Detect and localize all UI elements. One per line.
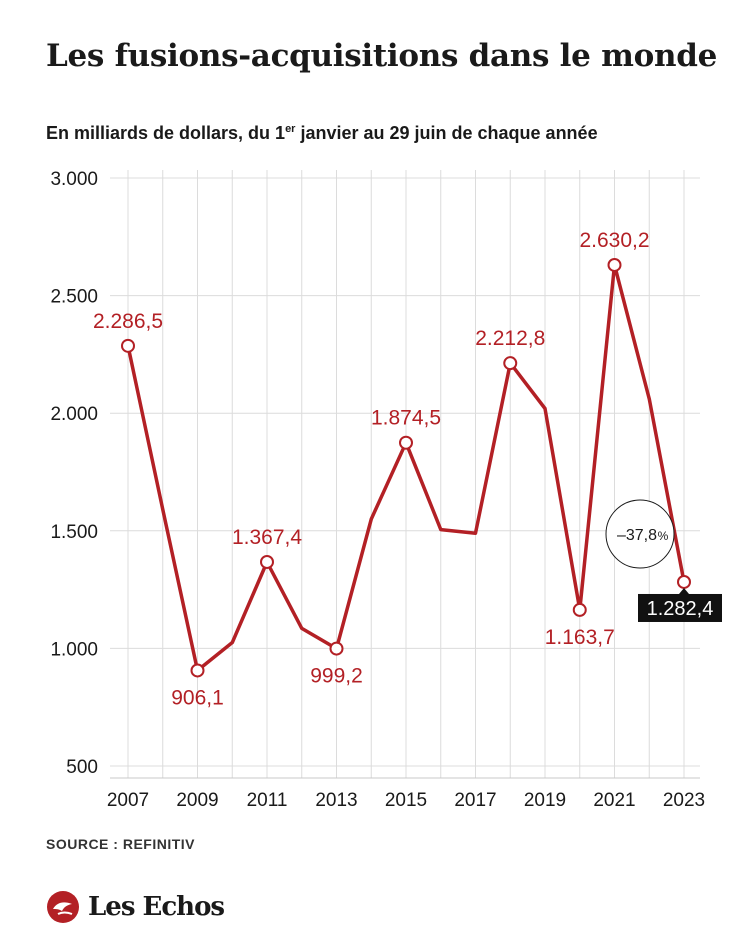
data-point-marker: [121, 338, 135, 353]
data-point-marker: [607, 257, 622, 272]
y-axis: 500 1.000 1.500 2.000 2.500 3.000: [50, 169, 98, 778]
x-tick-label: 2013: [315, 790, 357, 811]
data-label: 906,1: [171, 686, 224, 709]
x-tick-label: 2015: [385, 790, 427, 811]
highlight-label-pointer: [679, 587, 689, 594]
subtitle-superscript: er: [285, 123, 296, 135]
y-tick-label: 2.500: [50, 287, 98, 308]
x-tick-label: 2009: [176, 790, 218, 811]
data-label: 2.212,8: [475, 327, 545, 350]
y-tick-label: 3.000: [50, 169, 98, 190]
data-label: 1.367,4: [232, 526, 302, 549]
les-echos-emblem-icon: [47, 891, 79, 923]
change-annotation-unit: %: [658, 529, 669, 543]
data-series: [121, 257, 691, 678]
data-point-marker: [329, 641, 344, 656]
chart-subtitle: En milliards de dollars, du 1er janvier …: [46, 123, 598, 144]
data-label: 1.874,5: [371, 407, 441, 430]
x-tick-label: 2023: [663, 790, 705, 811]
y-tick-label: 2.000: [50, 404, 98, 425]
change-annotation: –37,8%: [605, 499, 675, 569]
data-label: 1.163,7: [545, 626, 615, 649]
change-annotation-circle: [605, 499, 675, 569]
line-chart: 500 1.000 1.500 2.000 2.500 3.000 2007 2009 201…: [50, 169, 722, 811]
brand-name: Les Echos: [88, 892, 225, 922]
highlight-label-box: [638, 593, 722, 622]
data-point-marker: [572, 602, 587, 617]
x-tick-label: 2007: [107, 790, 149, 811]
data-label: 1.282,4: [647, 598, 714, 620]
y-tick-label: 1.500: [50, 522, 98, 543]
x-tick-label: 2011: [247, 790, 288, 811]
data-point-marker: [399, 435, 413, 450]
x-tick-label: 2019: [524, 790, 566, 811]
data-label: 999,2: [310, 665, 363, 688]
data-point-marker: [260, 554, 274, 569]
data-label: 2.286,5: [93, 310, 163, 333]
subtitle-text: En milliards de dollars, du 1: [46, 123, 286, 143]
data-labels: 2.286,5 906,1 1.367,4 999,2 1.874,5 2.212,8 1.…: [93, 229, 722, 709]
data-point-marker: [503, 356, 518, 371]
data-point-marker: [677, 574, 691, 589]
x-tick-label: 2017: [454, 790, 496, 811]
subtitle-text-end: janvier au 29 juin de chaque année: [295, 123, 598, 143]
change-annotation-value: –37,8: [617, 527, 657, 544]
y-tick-label: 1.000: [50, 639, 98, 660]
y-tick-label: 500: [66, 757, 98, 778]
brand-logo: Les Echos: [46, 887, 225, 927]
data-point-marker: [190, 663, 205, 678]
x-tick-label: 2021: [593, 790, 635, 811]
chart-title: Les fusions-acquisitions dans le monde: [46, 38, 717, 74]
source-note: SOURCE : REFINITIV: [46, 836, 196, 852]
x-axis: 2007 2009 2011 2013 2015 2017 2019 2021 2023: [107, 790, 705, 811]
data-label: 2.630,2: [579, 229, 649, 252]
grid-lines: [110, 170, 700, 779]
